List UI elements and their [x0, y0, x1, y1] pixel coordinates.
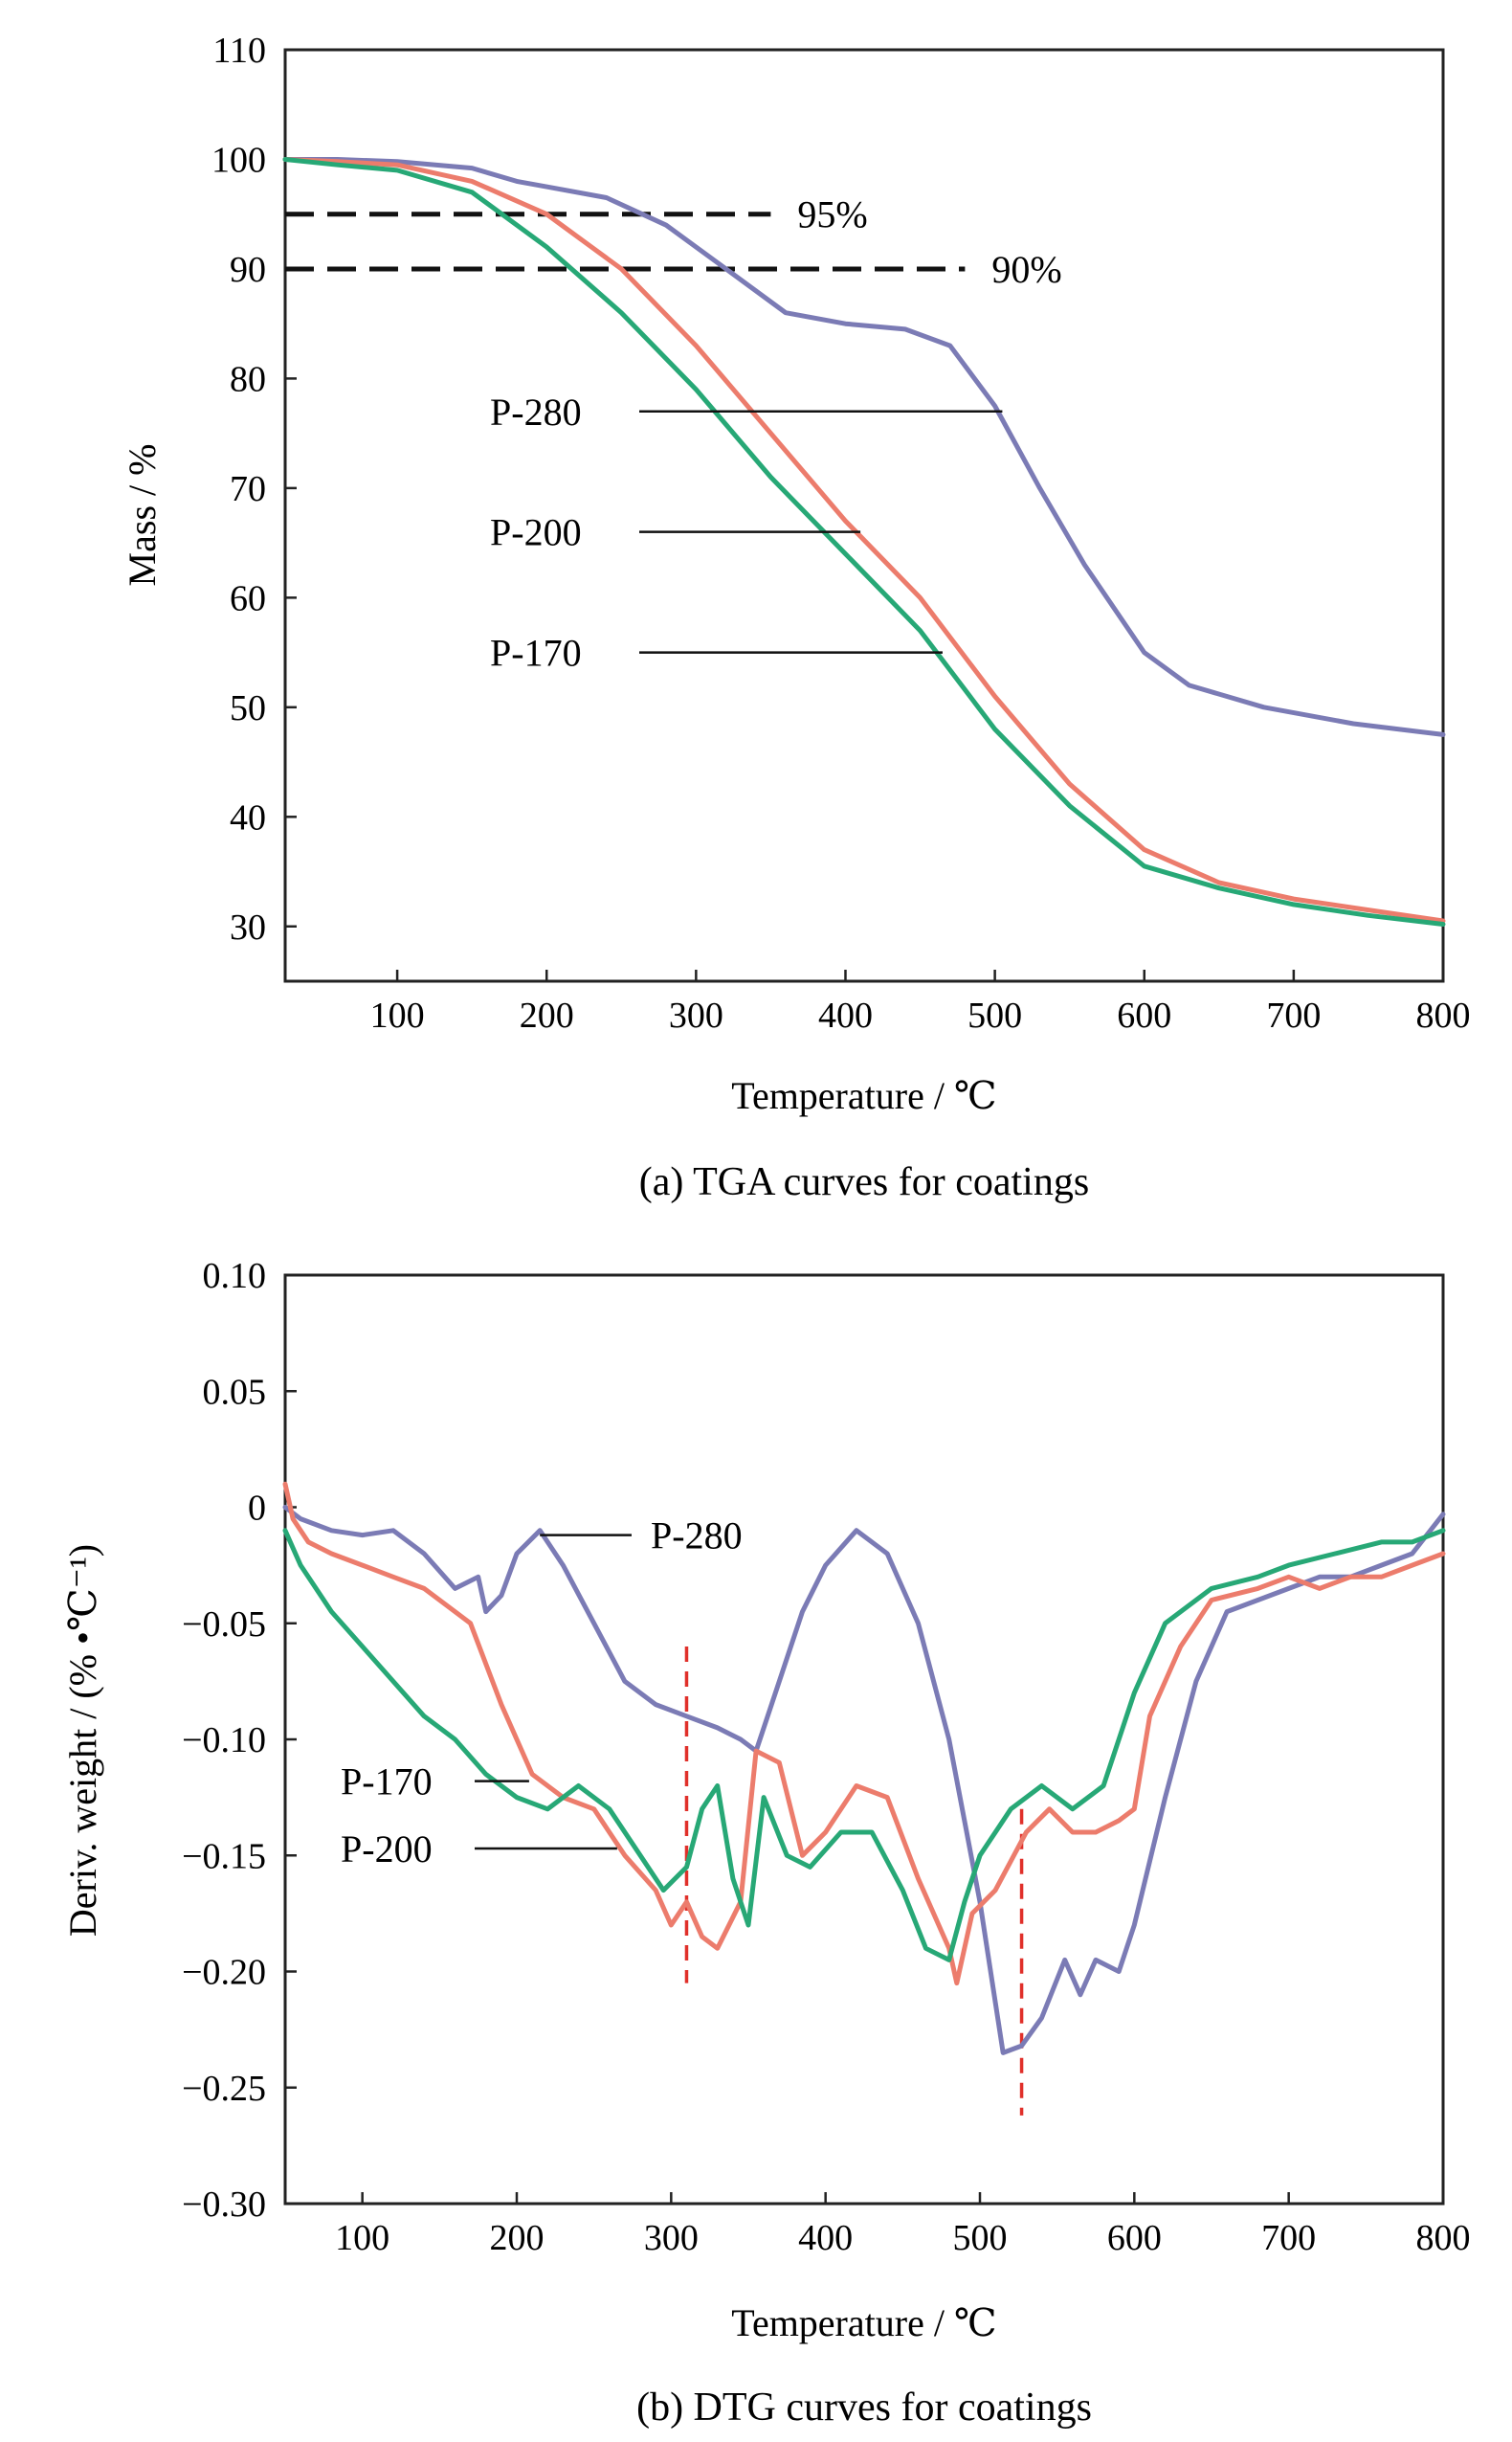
tga-y-tick-label: 90	[230, 250, 266, 290]
dtg-x-tick-label: 400	[798, 2218, 853, 2258]
dtg-y-tick-label: −0.05	[182, 1604, 266, 1645]
dtg-x-tick-label: 200	[490, 2218, 545, 2258]
dtg-y-tick-label: −0.15	[182, 1836, 266, 1876]
tga-x-tick-label: 800	[1416, 996, 1471, 1036]
dtg-y-tick-label: 0	[248, 1489, 266, 1529]
dtg-y-tick-label: −0.25	[182, 2069, 266, 2109]
tga-y-tick-label: 70	[230, 469, 266, 509]
dtg-x-tick-label: 300	[644, 2218, 699, 2258]
dtg-y-tick-label: 0.10	[203, 1256, 267, 1296]
tga-chart: 100 200 300 400 500 600 700 800 30 40 50 60 70 80 90 10…	[121, 31, 1471, 1204]
tga-x-tick-label: 200	[520, 996, 574, 1036]
dtg-series-label-p-280: P-280	[651, 1514, 743, 1557]
tga-y-tick-label: 60	[230, 578, 266, 618]
dtg-y-axis-label: Deriv. weight / (% •℃⁻¹)	[61, 1544, 104, 1937]
tga-series-p-280	[282, 157, 1446, 737]
tga-x-tick-label: 500	[967, 996, 1022, 1036]
tga-series-p-200	[282, 157, 1446, 924]
tga-series-p-170	[282, 157, 1446, 927]
dtg-x-tick-label: 800	[1416, 2218, 1471, 2258]
tga-marks: 100 200 300 400 500 600 700 800 30 40 50 60 70 80 90 10…	[211, 31, 1471, 1036]
tga-y-axis-label: Mass / %	[121, 444, 164, 587]
dtg-y-tick-label: −0.30	[182, 2184, 266, 2225]
tga-y-tick-label: 50	[230, 688, 266, 728]
dtg-series-p-200	[282, 1481, 1446, 1986]
tga-series-label-p-170: P-170	[490, 632, 582, 675]
tga-y-tick-label: 80	[230, 359, 266, 399]
tga-x-tick-label: 300	[669, 996, 723, 1036]
tga-y-tick-label: 110	[212, 31, 266, 71]
dtg-x-tick-label: 100	[335, 2218, 389, 2258]
dtg-series-label-p-200: P-200	[341, 1827, 433, 1871]
tga-series-label-p-280: P-280	[490, 391, 582, 434]
dtg-y-tick-label: −0.10	[182, 1720, 266, 1760]
tga-x-tick-label: 700	[1266, 996, 1321, 1036]
tga-plot-frame	[283, 48, 1445, 983]
dtg-chart: 100 200 300 400 500 600 700 800 0.10 0.05 0 −0.05 −0…	[61, 1256, 1471, 2430]
dtg-series-label-p-170: P-170	[341, 1760, 433, 1803]
dtg-y-tick-label: 0.05	[203, 1372, 267, 1412]
tga-x-tick-label: 100	[370, 996, 425, 1036]
tga-x-tick-label: 600	[1117, 996, 1171, 1036]
tga-y-tick-label: 40	[230, 797, 266, 838]
tga-ref-label-90: 90%	[991, 248, 1061, 291]
dtg-x-tick-label: 600	[1107, 2218, 1162, 2258]
dtg-series-p-280	[282, 1505, 1446, 2055]
dtg-x-tick-label: 700	[1261, 2218, 1316, 2258]
tga-x-axis-label: Temperature / ℃	[731, 1074, 996, 1117]
dtg-series-p-170	[282, 1528, 1446, 1962]
dtg-caption: (b) DTG curves for coatings	[636, 2386, 1092, 2430]
dtg-x-axis-label: Temperature / ℃	[731, 2301, 996, 2344]
dtg-y-tick-label: −0.20	[182, 1953, 266, 1993]
tga-y-tick-label: 30	[230, 907, 266, 948]
tga-ref-label-95: 95%	[797, 193, 867, 236]
tga-y-tick-label: 100	[211, 140, 266, 180]
tga-caption: (a) TGA curves for coatings	[639, 1160, 1089, 1204]
dtg-plot-frame	[283, 1273, 1445, 2206]
dtg-marks: 100 200 300 400 500 600 700 800 0.10 0.05 0 −0.05 −0…	[182, 1256, 1470, 2258]
dtg-x-tick-label: 500	[953, 2218, 1008, 2258]
tga-series-label-p-200: P-200	[490, 511, 582, 554]
tga-x-tick-label: 400	[818, 996, 873, 1036]
